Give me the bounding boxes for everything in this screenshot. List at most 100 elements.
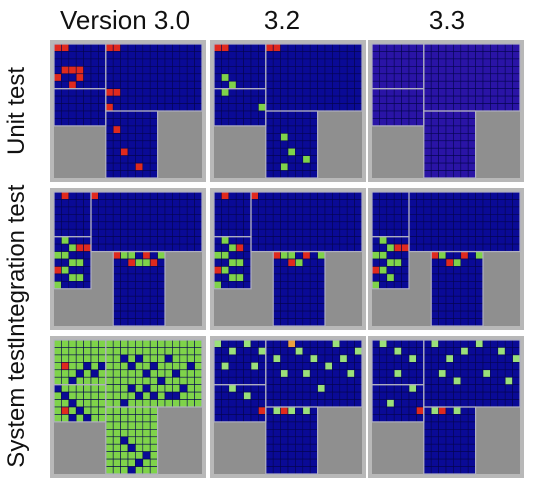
panel-r3-c2-cell [265, 384, 274, 393]
panel-r3-c3-cell [497, 362, 506, 371]
panel-r2-c2-cell [228, 273, 237, 282]
panel-r3-c2-cell [265, 362, 274, 371]
panel-r2-c2-bottom-block-outline [272, 250, 326, 327]
panel-r3-c3-cell [453, 339, 462, 348]
panel-r2-c1-cell [105, 214, 114, 223]
panel-r2-c3-cell [453, 295, 462, 304]
panel-r1-c2-cell [287, 58, 296, 67]
panel-r3-c1-cell [164, 399, 173, 408]
panel-r2-c1-cell [149, 251, 158, 260]
panel-r1-c3-cell [460, 58, 469, 67]
panel-r3-c2-cell [309, 458, 318, 467]
panel-r1-c2-cell [272, 125, 281, 134]
panel-r3-c2-cell [235, 362, 244, 371]
panel-r2-c2-cell [295, 206, 304, 215]
panel-r3-c1-cell [98, 376, 107, 385]
panel-r3-c2-cell [258, 339, 267, 348]
panel-r3-c3-cell [490, 354, 499, 363]
panel-r3-c1-cell [105, 369, 114, 378]
panel-r2-c1-cell [127, 295, 136, 304]
panel-r1-c1-cell [194, 88, 203, 97]
panel-r3-c1-cell [75, 376, 84, 385]
panel-r1-c2-cell [346, 66, 355, 75]
panel-r3-c2-cell [302, 384, 311, 393]
panel-r3-c2-cell [317, 369, 326, 378]
panel-r1-c3-cell [453, 43, 462, 52]
panel-r1-c1-cell [186, 73, 195, 82]
panel-r3-c3-cell [423, 406, 432, 415]
panel-r3-c2-cell [354, 384, 363, 393]
panel-r3-c1-cell [186, 399, 195, 408]
panel-r3-c2-cell [235, 384, 244, 393]
panel-r1-c3-cell [475, 73, 484, 82]
panel-r1-c1-cell [83, 73, 92, 82]
panel-r1-c2-cell [272, 58, 281, 67]
panel-r2-c1-cell [98, 221, 107, 230]
panel-r1-c2-cell [295, 170, 304, 179]
panel-r1-c1-cell [172, 43, 181, 52]
panel-r2-c3-cell [512, 199, 521, 208]
panel-r3-c3-cell [379, 362, 388, 371]
panel-r2-c2-cell [302, 303, 311, 312]
panel-r2-c2-cell [272, 310, 281, 319]
panel-r3-c1-cell [75, 369, 84, 378]
panel-r3-c2-cell [302, 369, 311, 378]
panel-r1-c3-cell [438, 110, 447, 119]
panel-r3-c1-cell [194, 369, 203, 378]
panel-r3-c2-cell [302, 362, 311, 371]
panel-r3-c1-cell [53, 384, 62, 393]
panel-r1-c2-cell [302, 140, 311, 149]
panel-r1-c2-cell [250, 51, 259, 60]
panel-r3-c1-cell [149, 384, 158, 393]
panel-r2-c2-cell [295, 266, 304, 275]
panel-r1-c2-cell [302, 170, 311, 179]
panel-r2-c2-cell [258, 206, 267, 215]
panel-r1-c3-cell [460, 110, 469, 119]
panel-r1-c1-cell [61, 73, 70, 82]
panel-r2-c3-cell [393, 281, 402, 290]
panel-r2-c1-cell [149, 295, 158, 304]
panel-r2-c3-cell [393, 273, 402, 282]
panel-r1-c1-cell [194, 73, 203, 82]
panel-r2-c3-cell [475, 236, 484, 245]
panel-r2-c2-cell [287, 318, 296, 327]
panel-r1-c1-cell [127, 140, 136, 149]
panel-r1-c2-cell [295, 162, 304, 171]
panel-r2-c1-cell [149, 236, 158, 245]
panel-r3-c2-cell [228, 414, 237, 423]
panel-r1-c2-cell [287, 125, 296, 134]
panel-r2-c2-cell [332, 243, 341, 252]
panel-r2-c3-cell [371, 191, 380, 200]
panel-r2-c3-cell [416, 228, 425, 237]
panel-r2-c2-cell [295, 199, 304, 208]
panel-r3-c1-cell [112, 458, 121, 467]
panel-r3-c1-cell [142, 421, 151, 430]
panel-r1-c1-cell [75, 58, 84, 67]
panel-r2-c1-cell [61, 199, 70, 208]
panel-r1-c1-cell [120, 133, 129, 142]
panel-r2-c1-cell [142, 236, 151, 245]
panel-r2-c2-cell [228, 258, 237, 267]
panel-r1-c2-cell [332, 51, 341, 60]
panel-r3-c1-cell [186, 384, 195, 393]
panel-r1-c2-cell [280, 155, 289, 164]
panel-r2-c1-cell [98, 191, 107, 200]
panel-r3-c1-cell [127, 347, 136, 356]
panel-r2-c1-cell [142, 214, 151, 223]
panel-r1-c1-cell [120, 103, 129, 112]
panel-r2-c2-cell [346, 228, 355, 237]
panel-r3-c1-cell [61, 391, 70, 400]
panel-r3-c3-cell [379, 391, 388, 400]
panel-r2-c1-cell [90, 243, 99, 252]
panel-r2-c3-bottom-block-outline [430, 250, 484, 327]
panel-r2-c3-cell [401, 221, 410, 230]
panel-r3-c3-cell [467, 414, 476, 423]
panel-r3-c2-cell [272, 414, 281, 423]
panel-r3-c3-cell [386, 347, 395, 356]
panel-r3-c2-cell [243, 347, 252, 356]
panel-r2-c3-cell [453, 243, 462, 252]
panel-r3-c2-cell [272, 384, 281, 393]
panel-r1-c3-cell [445, 103, 454, 112]
panel-r2-c1-cell [157, 199, 166, 208]
panel-r1-c1-cell [90, 80, 99, 89]
